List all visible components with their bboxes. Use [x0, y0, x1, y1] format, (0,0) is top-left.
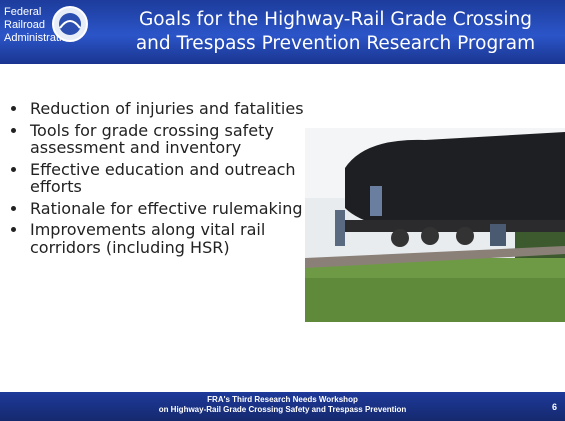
page-number: 6: [552, 402, 557, 412]
title-line: and Trespass Prevention Research Program: [108, 32, 563, 56]
footer-line: FRA's Third Research Needs Workshop: [0, 395, 565, 405]
bullet: Tools for grade crossing safety assessme…: [28, 122, 318, 157]
footer-line: on Highway-Rail Grade Crossing Safety an…: [0, 405, 565, 415]
footer-bar: FRA's Third Research Needs Workshop on H…: [0, 392, 565, 421]
photo: [305, 128, 565, 322]
footer-text: FRA's Third Research Needs Workshop on H…: [0, 395, 565, 415]
title-line: Goals for the Highway-Rail Grade Crossin…: [108, 8, 563, 32]
logo: [50, 4, 90, 44]
bullet: Rationale for effective rulemaking: [28, 200, 318, 218]
bullet: Effective education and outreach efforts: [28, 161, 318, 196]
header-bar: Federal Railroad Administration Goals fo…: [0, 0, 565, 64]
bullet: Reduction of injuries and fatalities: [28, 100, 318, 118]
bullet-list: Reduction of injuries and fatalities Too…: [8, 100, 318, 260]
slide: Federal Railroad Administration Goals fo…: [0, 0, 565, 421]
slide-title: Goals for the Highway-Rail Grade Crossin…: [108, 8, 563, 56]
bullet: Improvements along vital rail corridors …: [28, 221, 318, 256]
